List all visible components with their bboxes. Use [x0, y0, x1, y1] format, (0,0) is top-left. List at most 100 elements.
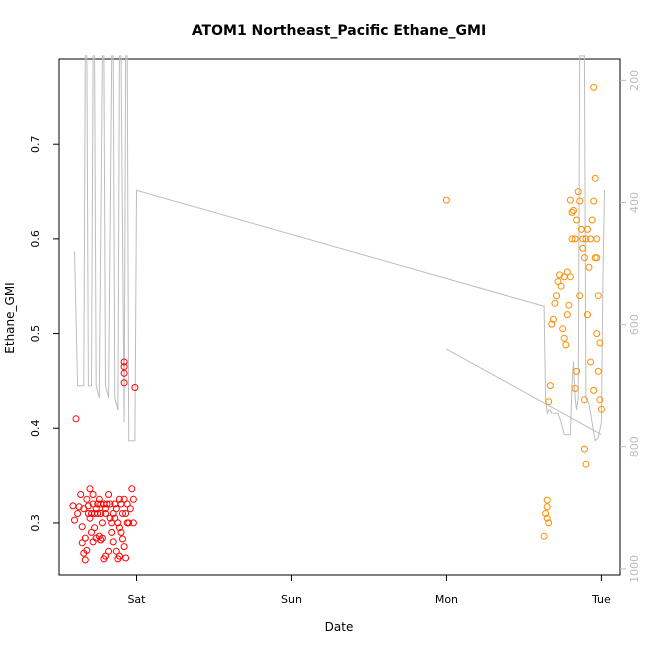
data-point-series-2 — [568, 208, 576, 216]
data-point-series-2 — [566, 196, 574, 204]
data-point-series-2 — [557, 282, 565, 290]
data-point-series-1 — [84, 502, 92, 510]
data-point-series-1 — [119, 510, 126, 517]
data-point-series-1 — [71, 516, 78, 524]
data-point-series-1 — [120, 495, 128, 503]
data-point-series-1 — [109, 538, 117, 546]
data-point-series-2 — [542, 510, 550, 517]
data-point-series-1 — [89, 491, 97, 498]
data-point-series-1 — [123, 500, 131, 508]
data-point-series-2 — [588, 216, 596, 224]
y2-tick-label: 200 — [628, 70, 641, 91]
data-point-series-1 — [86, 485, 94, 493]
data-point-series-2 — [545, 398, 553, 406]
data-point-series-1 — [120, 369, 128, 377]
data-point-series-2 — [543, 496, 551, 504]
y2-tick-label: 400 — [628, 192, 641, 213]
data-point-series-2 — [587, 358, 595, 366]
data-point-series-2 — [551, 299, 559, 307]
data-point-series-1 — [109, 510, 117, 517]
data-point-series-2 — [559, 325, 567, 333]
data-point-series-1 — [131, 384, 139, 391]
data-point-series-2 — [574, 188, 582, 196]
x-axis: Sat Sun Mon Tue — [127, 574, 611, 606]
data-point-series-2 — [563, 311, 571, 319]
data-point-series-2 — [576, 292, 584, 300]
data-point-series-1 — [78, 523, 86, 531]
y-axis-left: 0.3 0.4 0.5 0.6 0.7 — [29, 135, 59, 532]
data-point-series-2 — [597, 405, 605, 413]
data-point-series-1 — [88, 528, 95, 536]
data-point-series-1 — [122, 510, 130, 517]
data-point-series-1 — [129, 495, 137, 503]
x-tick-label: Tue — [591, 593, 611, 606]
x-tick-label: Sun — [281, 593, 302, 606]
data-point-series-2 — [579, 235, 587, 243]
data-point-series-2 — [546, 382, 554, 390]
data-point-series-1 — [128, 485, 136, 493]
data-point-series-1 — [81, 556, 89, 564]
data-point-series-2 — [590, 386, 598, 394]
data-point-series-2 — [545, 519, 553, 527]
data-point-series-2 — [580, 445, 588, 453]
data-point-series-2 — [593, 235, 601, 243]
y2-tick-label: 800 — [628, 436, 641, 457]
data-point-series-1 — [83, 495, 91, 503]
data-point-series-2 — [549, 315, 557, 323]
data-point-series-1 — [69, 502, 77, 510]
data-point-series-2 — [591, 174, 599, 182]
data-point-series-2 — [593, 254, 601, 262]
data-point-series-2 — [540, 532, 548, 540]
data-point-series-1 — [94, 510, 102, 517]
data-point-series-2 — [442, 196, 450, 204]
data-point-series-1 — [77, 491, 85, 498]
data-point-series-1 — [114, 519, 122, 527]
data-point-series-1 — [106, 500, 114, 508]
data-point-series-1 — [111, 514, 119, 522]
data-point-series-2 — [580, 396, 588, 404]
data-point-series-2 — [594, 292, 602, 300]
data-point-series-1 — [102, 505, 109, 513]
data-point-series-1 — [126, 505, 134, 513]
data-point-series-2 — [573, 216, 581, 224]
data-point-series-1 — [84, 510, 92, 517]
data-point-series-2 — [560, 273, 568, 281]
data-point-series-2 — [593, 330, 601, 338]
data-point-series-1 — [120, 358, 128, 366]
data-point-series-2 — [596, 339, 604, 347]
y-axis-label: Ethane_GMI — [3, 282, 17, 353]
data-point-series-1 — [105, 491, 113, 498]
data-point-series-2 — [543, 503, 551, 511]
data-point-series-1 — [115, 495, 123, 503]
data-point-series-2 — [571, 235, 579, 243]
data-point-series-2 — [543, 514, 551, 522]
data-point-series-1 — [112, 547, 120, 555]
data-point-series-2 — [582, 235, 590, 243]
pressure-line-secondary — [446, 348, 602, 435]
x-tick-label: Sat — [127, 593, 146, 606]
data-point-series-2 — [563, 268, 571, 276]
y-tick-label: 0.6 — [29, 230, 42, 248]
data-point-series-1 — [123, 519, 131, 527]
data-point-series-2 — [565, 301, 573, 309]
data-point-series-2 — [568, 235, 576, 243]
data-point-series-1 — [81, 534, 89, 542]
y-tick-label: 0.3 — [29, 514, 42, 532]
data-point-series-1 — [112, 505, 120, 513]
data-point-series-1 — [98, 519, 106, 527]
data-point-series-1 — [120, 379, 128, 387]
data-point-series-1 — [74, 510, 82, 517]
data-point-series-1 — [102, 552, 109, 560]
data-point-series-1 — [72, 415, 80, 423]
scatter-series — [69, 83, 605, 564]
data-point-series-2 — [562, 341, 570, 349]
data-point-series-2 — [582, 460, 590, 468]
data-point-series-1 — [106, 514, 114, 522]
y2-tick-label: 600 — [628, 314, 641, 335]
data-point-series-1 — [92, 505, 100, 513]
data-point-series-1 — [91, 524, 99, 532]
data-point-series-1 — [117, 528, 125, 536]
data-point-series-1 — [115, 524, 123, 532]
data-point-series-2 — [556, 271, 564, 279]
